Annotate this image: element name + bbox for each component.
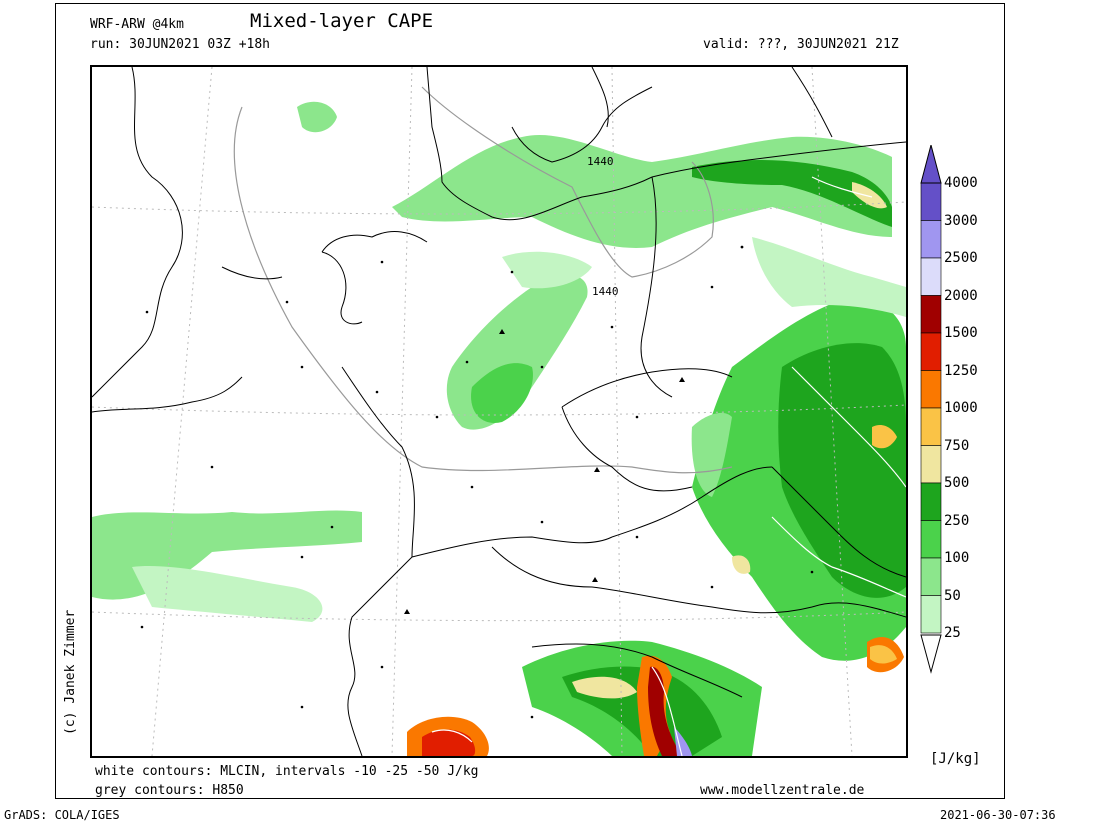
cape-area-corsica-inner	[422, 729, 476, 756]
colorbar-box-2000	[920, 295, 942, 334]
colorbar-box-500	[920, 482, 942, 521]
website-link: www.modellzentrale.de	[700, 783, 865, 798]
colorbar-label-500: 500	[944, 475, 970, 491]
mlcin-contours	[431, 176, 906, 756]
grey-contours-note: grey contours: H850	[95, 783, 244, 798]
model-label: WRF-ARW @4km	[90, 17, 184, 32]
run-label: run: 30JUN2021 03Z +18h	[90, 37, 271, 52]
cape-area-east-light	[732, 555, 751, 574]
cape-area-baltic-light	[852, 182, 887, 209]
copyright-label: (c) Janek Zimmer	[63, 609, 78, 735]
borders	[92, 67, 906, 756]
colorbar-label-1500: 1500	[944, 325, 978, 341]
city-markers	[140, 245, 814, 719]
map-canvas: 1440 1440	[92, 67, 906, 756]
colorbar-top-arrow	[920, 145, 942, 184]
cape-area-france-south	[132, 566, 323, 622]
cape-area-italy-light	[572, 676, 637, 699]
colorbar-label-1000: 1000	[944, 400, 978, 416]
cape-area-italy-red	[648, 666, 682, 756]
colorbar-box-100	[920, 557, 942, 596]
colorbar-label-4000: 4000	[944, 175, 978, 191]
colorbar-label-1250: 1250	[944, 362, 978, 379]
colorbar-box-1000	[920, 407, 942, 446]
colorbar-box-750	[920, 445, 942, 484]
cape-area-thuringia	[502, 251, 592, 289]
render-timestamp: 2021-06-30-07:36	[940, 808, 1056, 822]
cape-area-italy-lilac	[674, 727, 692, 756]
graticule	[92, 67, 906, 756]
colorbar-box-1500	[920, 332, 942, 371]
colorbar-label-2500: 2500	[944, 250, 978, 266]
colorbar-label-3000: 3000	[944, 212, 978, 229]
colorbar-label-750: 750	[944, 437, 970, 454]
map-panel: 1440 1440	[90, 65, 908, 758]
cape-area-hungary-hot	[872, 425, 897, 449]
cape-area-germany-inner	[471, 363, 533, 423]
colorbar-bottom-arrow	[920, 634, 942, 674]
grads-credit: GrADS: COLA/IGES	[4, 808, 120, 822]
valid-label: valid: ???, 30JUN2021 21Z	[703, 37, 899, 52]
colorbar-box-2500	[920, 257, 942, 296]
h850-contour	[233, 86, 733, 474]
colorbar-box-1250	[920, 370, 942, 409]
map-title: Mixed-layer CAPE	[250, 10, 434, 32]
cape-shading	[92, 101, 906, 756]
colorbar-label-50: 50	[944, 587, 961, 604]
cape-area-east-inner	[778, 343, 906, 598]
contour-label-2: 1440	[592, 285, 619, 298]
cape-area-baltic-inner	[692, 160, 892, 227]
colorbar-box-250	[920, 520, 942, 559]
colorbar-box-3000	[920, 220, 942, 259]
colorbar	[920, 145, 942, 674]
contour-label-1: 1440	[587, 155, 614, 168]
cape-area-balkan-light	[870, 645, 897, 664]
colorbar-box-50	[920, 595, 942, 634]
colorbar-label-2000: 2000	[944, 287, 978, 304]
cape-area-east-outer	[691, 412, 732, 497]
figure-frame	[55, 3, 1005, 799]
colorbar-label-100: 100	[944, 550, 970, 566]
white-contours-note: white contours: MLCIN, intervals -10 -25…	[95, 764, 479, 779]
cape-area-northsea	[297, 101, 337, 133]
colorbar-box-4000	[920, 182, 942, 221]
cape-area-east-north	[752, 237, 906, 317]
colorbar-label-25: 25	[944, 625, 961, 641]
legend-unit: [J/kg]	[930, 751, 981, 767]
colorbar-label-250: 250	[944, 512, 970, 529]
